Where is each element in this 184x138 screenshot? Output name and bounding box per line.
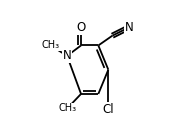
Text: CH₃: CH₃ bbox=[42, 40, 60, 51]
Text: O: O bbox=[76, 21, 86, 34]
Text: N: N bbox=[125, 21, 134, 34]
Text: Cl: Cl bbox=[102, 103, 114, 116]
Text: CH₃: CH₃ bbox=[58, 104, 76, 113]
Text: N: N bbox=[63, 49, 71, 62]
